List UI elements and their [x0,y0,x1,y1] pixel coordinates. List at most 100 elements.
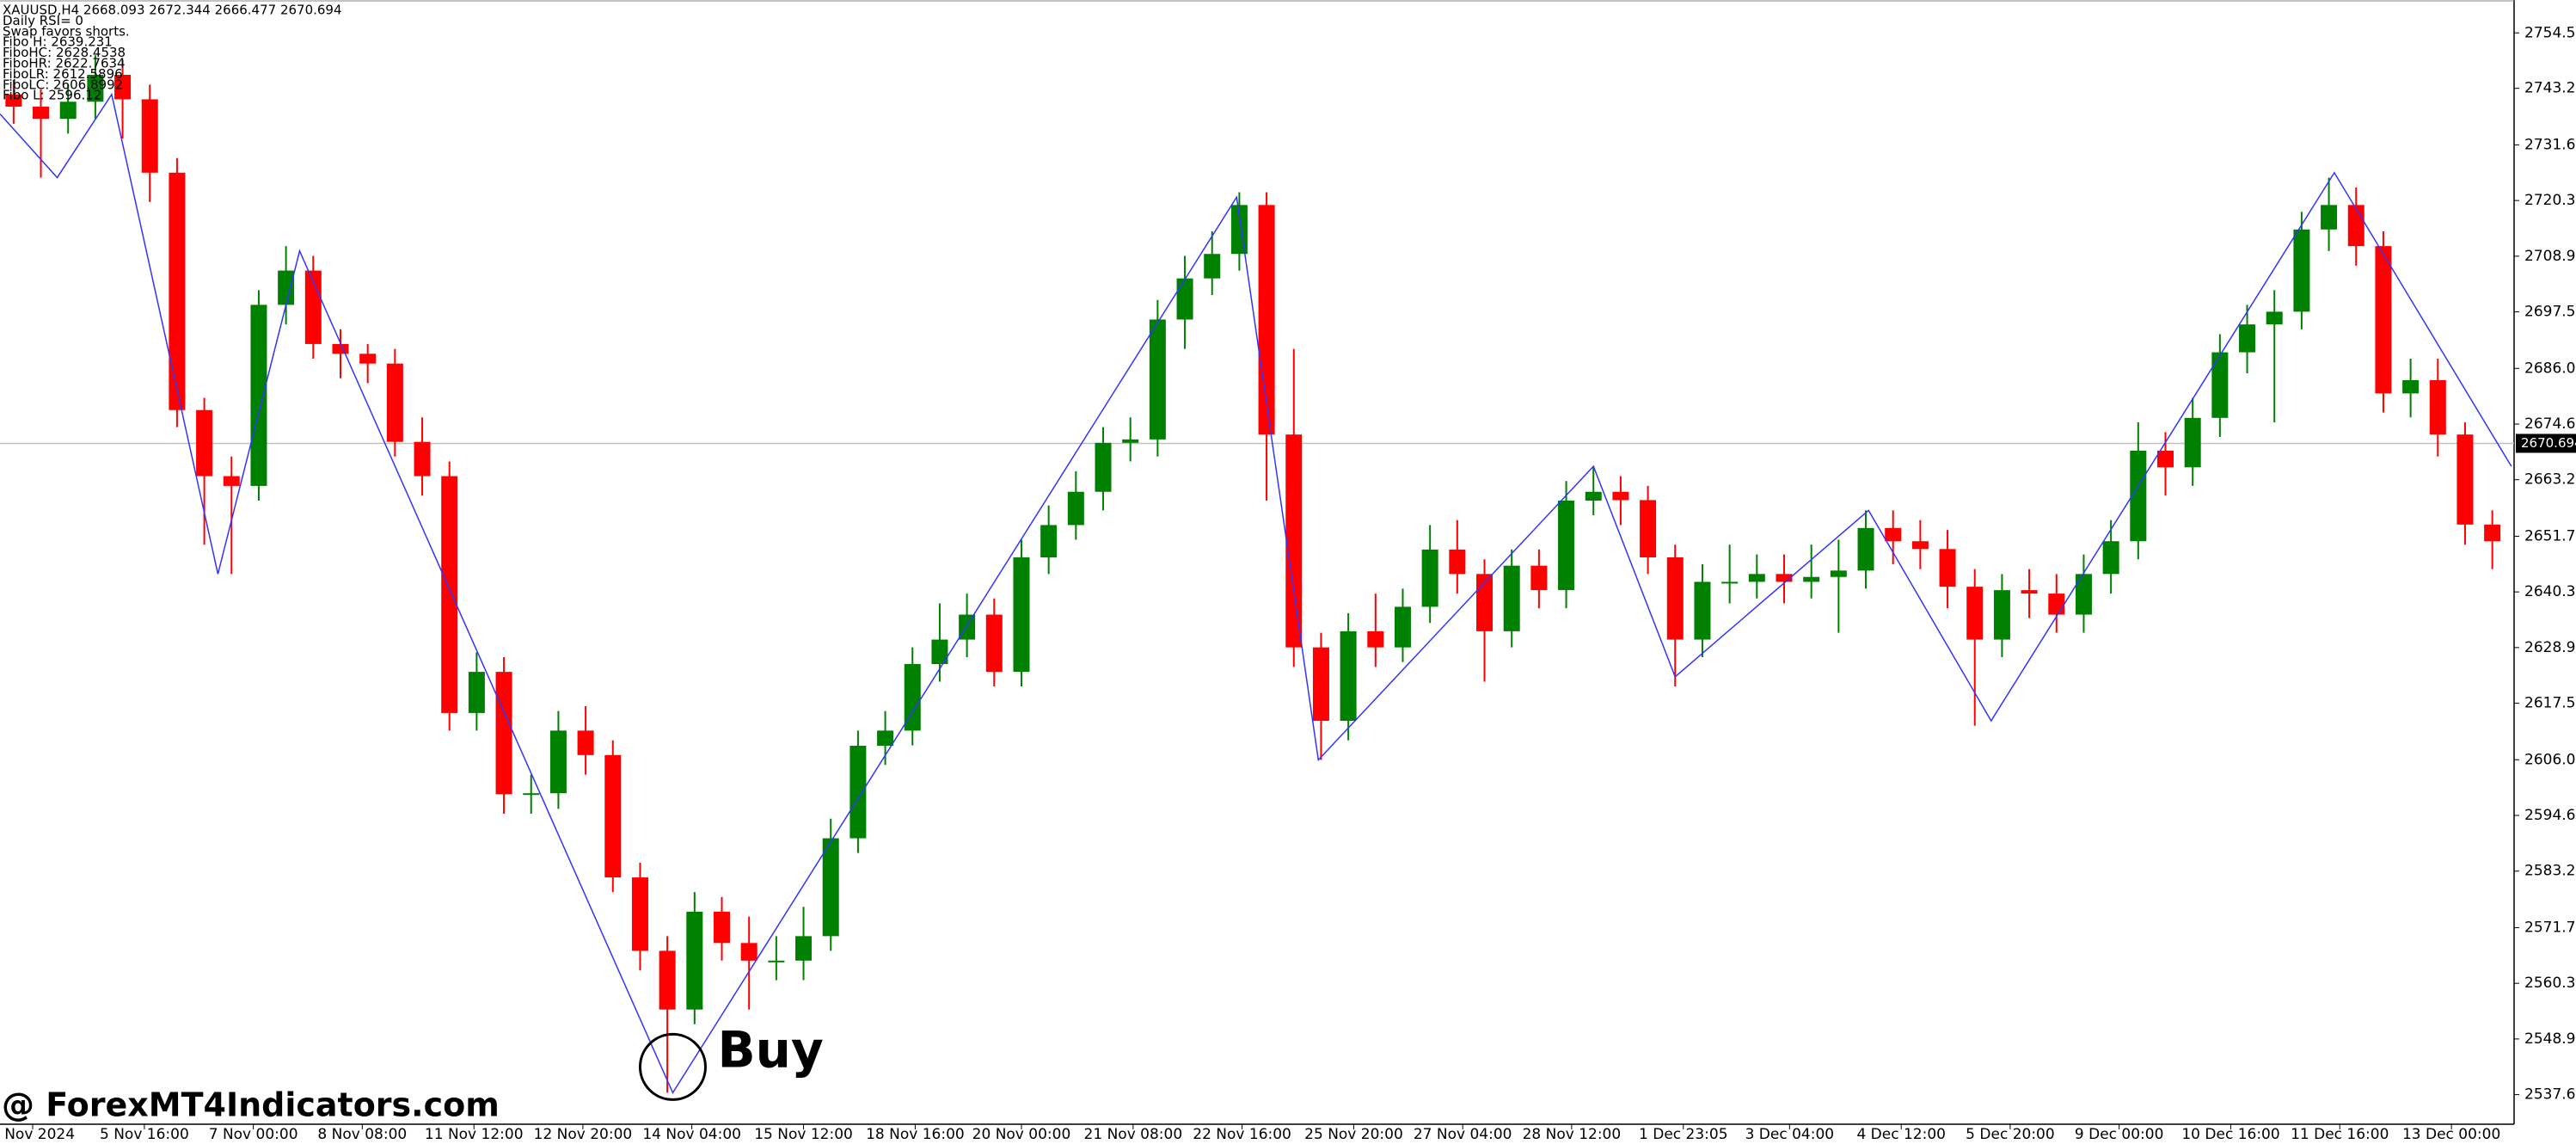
y-tick-label: 2560.365 [2524,975,2576,992]
y-tick-label: 2606.040 [2524,751,2576,768]
x-tick-label: 9 Dec 00:00 [2075,1126,2164,1143]
candle-body [2456,434,2474,525]
candle-body [1721,581,1739,584]
candle-body [2321,205,2338,230]
candle-body [278,270,295,305]
candle-body [2266,311,2283,325]
candle-body [604,754,622,878]
current-price-label: 2670.694 [2521,435,2576,451]
y-tick-label: 2640.340 [2524,583,2576,600]
candle-body [1421,549,1438,607]
candle-body [1067,491,1084,526]
candle-body [2402,380,2420,394]
candle-body [1394,606,1411,648]
candle-body [1040,525,1058,557]
info-line: FiboLR: 2612.5896 [3,66,123,82]
candle-body [2102,541,2119,575]
candle-body [931,639,948,665]
candle-body [2239,324,2256,353]
x-tick-label: 5 Dec 20:00 [1966,1126,2055,1143]
candle-body [1939,549,1956,587]
candle-body [495,672,512,795]
y-tick-label: 2548.990 [2524,1030,2576,1048]
candle-body [1640,500,1657,557]
candle-body [2293,229,2310,312]
info-line: Swap favors shorts. [3,23,130,39]
candle-body [1911,541,1929,550]
candle-body [1666,557,1684,640]
x-tick-label: 12 Nov 20:00 [534,1126,633,1143]
candle-body [223,476,240,486]
candle-body [659,950,676,1010]
x-tick-label: 3 Dec 04:00 [1745,1126,1835,1143]
y-tick-label: 2697.565 [2524,304,2576,321]
candle-body [1204,254,1221,279]
y-tick-label: 2708.940 [2524,248,2576,265]
x-tick-label: 10 Dec 16:00 [2181,1126,2279,1143]
x-tick-label: 28 Nov 12:00 [1523,1126,1622,1143]
candle-body [1830,570,1847,577]
candle-body [141,99,158,173]
candle-body [386,363,403,442]
candle-body [1857,527,1874,571]
x-tick-label: 20 Nov 00:00 [972,1126,1071,1143]
candle-body [1476,574,1493,631]
x-tick-label: 25 Nov 20:00 [1304,1126,1403,1143]
candle-body [549,730,567,794]
candle-body [2484,524,2501,542]
candle-body [1149,319,1166,440]
candle-body [2429,380,2446,435]
candle-body [1176,278,1193,320]
candle-body [2347,205,2364,247]
buy-circle [638,1032,707,1101]
candle-body [713,911,731,944]
candle-body [1285,434,1303,648]
x-tick-label: 27 Nov 04:00 [1414,1126,1512,1143]
candle-body [795,936,813,961]
info-line: FiboHC: 2628.4538 [3,45,126,60]
candle-body [768,960,785,963]
x-tick-label: 22 Nov 16:00 [1193,1126,1291,1143]
candle-body [33,106,50,120]
candle-body [631,877,648,951]
info-line: Daily RSI= 0 [3,13,83,28]
candle-body [359,354,377,364]
y-tick-label: 2571.740 [2524,919,2576,936]
candle-body [985,614,1003,673]
y-tick-label: 2583.290 [2524,863,2576,880]
x-tick-label: 13 Dec 00:00 [2402,1126,2500,1143]
candle-body [250,304,267,486]
y-tick-label: 2674.640 [2524,415,2576,433]
x-tick-label: 4 Dec 12:00 [1856,1126,1946,1143]
candle-body [304,270,322,344]
y-tick-label: 2720.315 [2524,192,2576,209]
y-tick-label: 2743.240 [2524,80,2576,97]
candle-body [59,101,77,120]
candle-body [332,343,349,354]
candle-body [414,441,431,477]
candle-body [1993,590,2010,640]
y-tick-label: 2686.015 [2524,360,2576,377]
info-line: FiboHR: 2622.7634 [3,56,126,71]
info-line: XAUUSD,H4 2668.093 2672.344 2666.477 267… [3,3,342,18]
candle-body [1013,557,1030,673]
candle-body [87,74,104,102]
candle-body [877,730,894,747]
x-tick-label: 21 Nov 08:00 [1084,1126,1183,1143]
x-tick-label: 1 Dec 23:05 [1639,1126,1728,1143]
candle-body [740,943,757,961]
candle-body [5,94,22,107]
candle-body [169,172,186,410]
candle-body [959,614,976,640]
candle-body [1966,587,1984,640]
candle-body [441,476,458,713]
candle-body [2184,417,2201,468]
x-tick-label: 8 Nov 08:00 [317,1126,407,1143]
x-tick-label: 4 Nov 2024 [0,1126,75,1143]
candle-body [1312,647,1329,722]
zigzag-line [0,92,2512,1095]
candle-body [2021,590,2038,594]
x-tick-label: 11 Dec 16:00 [2291,1126,2389,1143]
